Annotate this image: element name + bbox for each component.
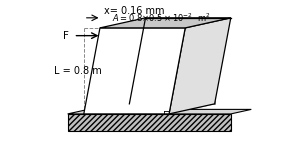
Text: F: F (63, 31, 69, 41)
Text: x= 0.16 mm: x= 0.16 mm (104, 6, 165, 16)
Polygon shape (100, 18, 231, 28)
Polygon shape (169, 18, 231, 114)
Polygon shape (84, 28, 185, 114)
Text: $A = 0.8{\times}0.5\times10^{-2}$  m$^{2}$: $A = 0.8{\times}0.5\times10^{-2}$ m$^{2}… (112, 12, 210, 24)
Polygon shape (68, 114, 231, 131)
Polygon shape (68, 109, 251, 114)
Text: L = 0.8 m: L = 0.8 m (54, 66, 102, 76)
